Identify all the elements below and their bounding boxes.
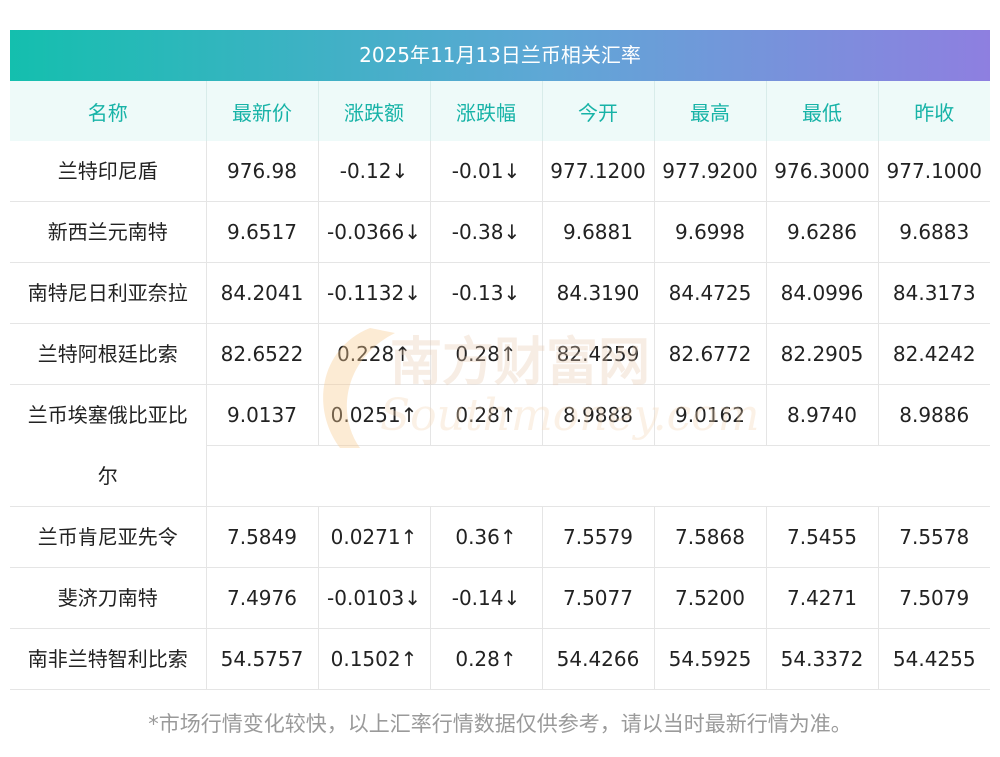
header-latest: 最新价	[206, 81, 319, 141]
latest-price: 7.5849	[206, 506, 319, 568]
table-row: 兰币肯尼亚先令 7.5849 0.0271↑ 0.36↑ 7.5579 7.58…	[10, 506, 990, 568]
latest-price: 7.4976	[206, 567, 319, 629]
change-percent: -0.01↓	[430, 141, 543, 202]
high-price: 7.5200	[654, 567, 767, 629]
change-amount: -0.0366↓	[318, 201, 431, 263]
disclaimer-note: *市场行情变化较快，以上汇率行情数据仅供参考，请以当时最新行情为准。	[148, 712, 852, 736]
header-open: 今开	[542, 81, 655, 141]
high-price: 54.5925	[654, 628, 767, 690]
low-price: 9.6286	[766, 201, 879, 263]
table-row: 新西兰元南特 9.6517 -0.0366↓ -0.38↓ 9.6881 9.6…	[10, 201, 990, 263]
open-price: 84.3190	[542, 262, 655, 324]
header-change-pct: 涨跌幅	[430, 81, 543, 141]
header-name: 名称	[10, 81, 207, 141]
header-low: 最低	[766, 81, 879, 141]
change-percent: -0.14↓	[430, 567, 543, 629]
prev-close: 54.4255	[878, 628, 990, 690]
open-price: 7.5579	[542, 506, 655, 568]
low-price: 7.5455	[766, 506, 879, 568]
latest-price: 9.0137	[206, 384, 319, 446]
high-price: 9.6998	[654, 201, 767, 263]
pair-name: 斐济刀南特	[10, 567, 207, 629]
change-percent: 0.28↑	[430, 384, 543, 446]
high-price: 82.6772	[654, 323, 767, 385]
latest-price: 9.6517	[206, 201, 319, 263]
change-amount: 0.0251↑	[318, 384, 431, 446]
pair-name: 兰币埃塞俄比亚比	[10, 384, 207, 446]
table-title: 2025年11月13日兰币相关汇率	[10, 30, 990, 81]
change-amount: -0.0103↓	[318, 567, 431, 629]
prev-close: 977.1000	[878, 141, 990, 202]
table-row: 斐济刀南特 7.4976 -0.0103↓ -0.14↓ 7.5077 7.52…	[10, 567, 990, 629]
open-price: 54.4266	[542, 628, 655, 690]
low-price: 54.3372	[766, 628, 879, 690]
prev-close: 9.6883	[878, 201, 990, 263]
change-amount: 0.228↑	[318, 323, 431, 385]
prev-close: 84.3173	[878, 262, 990, 324]
change-amount: -0.1132↓	[318, 262, 431, 324]
low-price: 82.2905	[766, 323, 879, 385]
pair-name: 南特尼日利亚奈拉	[10, 262, 207, 324]
table-row: 兰特阿根廷比索 82.6522 0.228↑ 0.28↑ 82.4259 82.…	[10, 323, 990, 385]
high-price: 84.4725	[654, 262, 767, 324]
prev-close: 7.5578	[878, 506, 990, 568]
low-price: 7.4271	[766, 567, 879, 629]
change-percent: -0.38↓	[430, 201, 543, 263]
high-price: 7.5868	[654, 506, 767, 568]
high-price: 977.9200	[654, 141, 767, 202]
low-price: 84.0996	[766, 262, 879, 324]
open-price: 7.5077	[542, 567, 655, 629]
table-row-continuation: 尔	[10, 445, 990, 507]
table-row: 南非兰特智利比索 54.5757 0.1502↑ 0.28↑ 54.4266 5…	[10, 628, 990, 690]
pair-name: 兰币肯尼亚先令	[10, 506, 207, 568]
change-percent: 0.28↑	[430, 323, 543, 385]
exchange-rate-table: 名称 最新价 涨跌额 涨跌幅 今开 最高 最低 昨收 兰特印尼盾 976.98 …	[10, 81, 990, 690]
change-amount: 0.1502↑	[318, 628, 431, 690]
latest-price: 82.6522	[206, 323, 319, 385]
pair-name: 南非兰特智利比索	[10, 628, 207, 690]
prev-close: 8.9886	[878, 384, 990, 446]
change-percent: -0.13↓	[430, 262, 543, 324]
change-percent: 0.28↑	[430, 628, 543, 690]
header-row: 名称 最新价 涨跌额 涨跌幅 今开 最高 最低 昨收	[10, 81, 990, 141]
change-amount: -0.12↓	[318, 141, 431, 202]
change-percent: 0.36↑	[430, 506, 543, 568]
pair-name: 新西兰元南特	[10, 201, 207, 263]
open-price: 9.6881	[542, 201, 655, 263]
table-row: 兰特印尼盾 976.98 -0.12↓ -0.01↓ 977.1200 977.…	[10, 141, 990, 202]
table-row: 兰币埃塞俄比亚比 9.0137 0.0251↑ 0.28↑ 8.9888 9.0…	[10, 384, 990, 446]
pair-name: 兰特印尼盾	[10, 141, 207, 202]
table-row: 南特尼日利亚奈拉 84.2041 -0.1132↓ -0.13↓ 84.3190…	[10, 262, 990, 324]
empty-cell	[206, 445, 990, 507]
latest-price: 54.5757	[206, 628, 319, 690]
header-prev-close: 昨收	[878, 81, 990, 141]
low-price: 8.9740	[766, 384, 879, 446]
low-price: 976.3000	[766, 141, 879, 202]
prev-close: 7.5079	[878, 567, 990, 629]
latest-price: 84.2041	[206, 262, 319, 324]
open-price: 82.4259	[542, 323, 655, 385]
pair-name: 兰特阿根廷比索	[10, 323, 207, 385]
header-high: 最高	[654, 81, 767, 141]
prev-close: 82.4242	[878, 323, 990, 385]
open-price: 977.1200	[542, 141, 655, 202]
latest-price: 976.98	[206, 141, 319, 202]
open-price: 8.9888	[542, 384, 655, 446]
header-change: 涨跌额	[318, 81, 431, 141]
change-amount: 0.0271↑	[318, 506, 431, 568]
high-price: 9.0162	[654, 384, 767, 446]
pair-name-continuation: 尔	[10, 445, 207, 507]
